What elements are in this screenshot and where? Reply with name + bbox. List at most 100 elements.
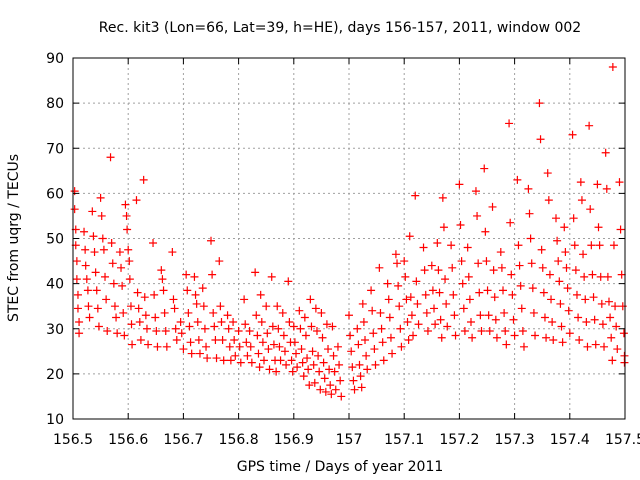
data-point — [437, 333, 446, 342]
data-point — [308, 347, 317, 356]
data-point — [293, 363, 302, 372]
data-point — [587, 241, 596, 250]
data-point — [184, 308, 193, 317]
data-point — [234, 327, 243, 336]
data-point — [466, 317, 475, 326]
data-point — [475, 288, 484, 297]
data-point — [473, 211, 482, 220]
data-point — [335, 360, 344, 369]
data-point — [369, 329, 378, 338]
data-point — [562, 263, 571, 272]
data-point — [435, 288, 444, 297]
data-point — [202, 342, 211, 351]
data-point — [306, 295, 315, 304]
data-point — [161, 327, 170, 336]
data-point — [396, 324, 405, 333]
data-point — [126, 302, 135, 311]
data-point — [112, 313, 121, 322]
data-point — [561, 248, 570, 257]
data-point — [510, 331, 519, 340]
data-point — [604, 297, 613, 306]
data-point — [98, 234, 107, 243]
data-point — [439, 223, 448, 232]
data-point — [122, 211, 131, 220]
data-point — [619, 329, 628, 338]
data-point — [353, 324, 362, 333]
data-point — [413, 299, 422, 308]
data-point — [333, 342, 342, 351]
x-tick-label: 157 — [336, 432, 363, 448]
data-point — [113, 329, 122, 338]
data-point — [431, 320, 440, 329]
data-point — [200, 324, 209, 333]
data-point — [542, 333, 551, 342]
data-point — [329, 351, 338, 360]
x-tick-label: 157.4 — [550, 432, 590, 448]
data-point — [157, 266, 166, 275]
data-point — [310, 378, 319, 387]
data-point — [73, 290, 82, 299]
data-point — [362, 351, 371, 360]
data-point — [476, 311, 485, 320]
data-point — [252, 311, 261, 320]
data-point — [82, 275, 91, 284]
data-point — [594, 223, 603, 232]
data-point — [357, 383, 366, 392]
y-tick-label: 20 — [46, 367, 64, 383]
data-point — [311, 304, 320, 313]
data-point — [397, 342, 406, 351]
data-point — [383, 279, 392, 288]
data-point — [597, 299, 606, 308]
data-point — [514, 241, 523, 250]
data-point — [607, 333, 616, 342]
data-point — [327, 390, 336, 399]
data-point — [215, 257, 224, 266]
data-point — [613, 345, 622, 354]
data-point — [509, 315, 518, 324]
data-point — [70, 205, 79, 214]
data-point — [106, 153, 115, 162]
data-point — [593, 180, 602, 189]
data-point — [336, 376, 345, 385]
data-point — [179, 345, 188, 354]
data-point — [72, 275, 81, 284]
data-point — [240, 295, 249, 304]
data-point — [127, 320, 136, 329]
data-point — [620, 358, 629, 367]
data-point — [183, 286, 192, 295]
data-point — [305, 381, 314, 390]
data-point — [391, 250, 400, 259]
data-point — [419, 243, 428, 252]
data-point — [99, 245, 108, 254]
y-tick-label: 30 — [46, 322, 64, 338]
data-point — [91, 268, 100, 277]
y-tick-label: 70 — [46, 141, 64, 157]
data-point — [231, 351, 240, 360]
data-point — [565, 329, 574, 338]
data-point — [402, 295, 411, 304]
data-point — [563, 284, 572, 293]
data-point — [430, 304, 439, 313]
data-point — [611, 302, 620, 311]
data-point — [278, 308, 287, 317]
data-point — [187, 349, 196, 358]
data-point — [141, 311, 150, 320]
data-point — [490, 293, 499, 302]
data-point — [321, 387, 330, 396]
data-point — [463, 243, 472, 252]
data-point — [595, 241, 604, 250]
x-tick-label: 156.8 — [219, 432, 259, 448]
data-point — [538, 263, 547, 272]
data-point — [552, 214, 560, 223]
data-point — [259, 356, 268, 365]
data-point — [331, 385, 340, 394]
data-point — [485, 327, 494, 336]
data-point — [544, 196, 553, 205]
data-point — [465, 295, 474, 304]
data-point — [107, 239, 116, 248]
data-point — [345, 311, 353, 320]
data-point — [103, 327, 112, 336]
data-point — [269, 340, 278, 349]
data-point — [253, 331, 262, 340]
data-point — [378, 338, 387, 347]
